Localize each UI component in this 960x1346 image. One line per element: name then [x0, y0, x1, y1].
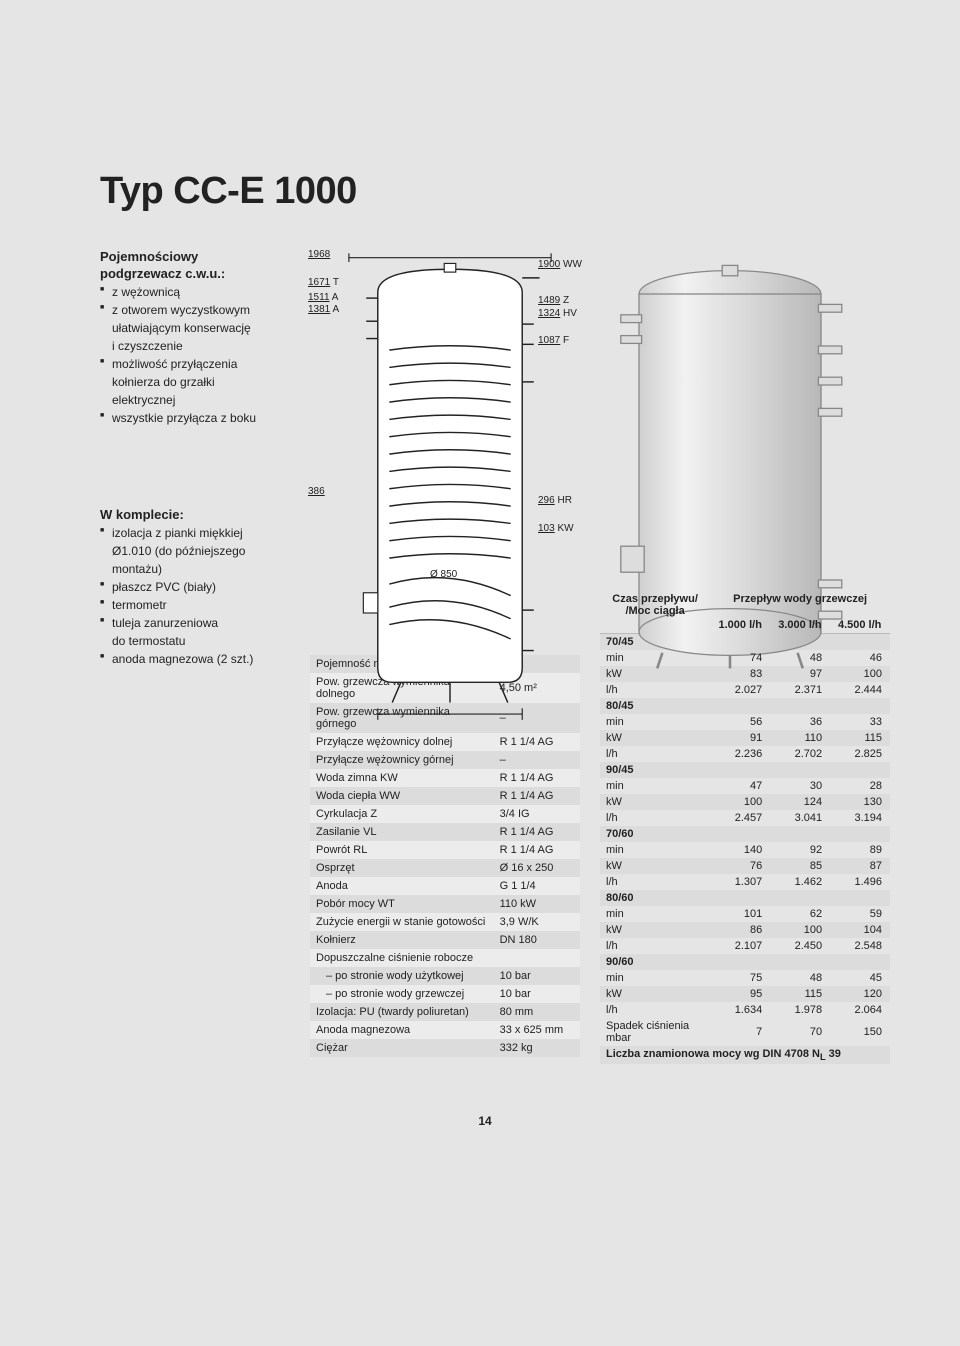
table-row: kW86100104 [600, 922, 890, 938]
table-row: l/h2.2362.7022.825 [600, 746, 890, 762]
table-row: kW768587 [600, 858, 890, 874]
table-row: Cyrkulacja Z 3/4 IG [310, 805, 580, 823]
diagram-label: 1324 HV [538, 308, 577, 319]
table-row: l/h2.1072.4502.548 [600, 938, 890, 954]
table-row: kW100124130 [600, 794, 890, 810]
list-item: z otworem wyczystkowym [100, 301, 290, 319]
diagram-label: 103 KW [538, 523, 574, 534]
table-row: AnodaG 1 1/4 [310, 877, 580, 895]
diagram-label: 1489 Z [538, 295, 569, 306]
list-item: anoda magnezowa (2 szt.) [100, 650, 290, 668]
intro-heading: Pojemnościowy podgrzewacz c.w.u.: [100, 249, 290, 281]
list-item: możliwość przyłączenia [100, 355, 290, 373]
table-row: min754845 [600, 970, 890, 986]
table-row: kW91110115 [600, 730, 890, 746]
table-row: 90/60 [600, 954, 890, 970]
list-item: płaszcz PVC (biały) [100, 578, 290, 596]
intro-bullet-list: z wężownicąz otworem wyczystkowymułatwia… [100, 283, 290, 427]
flow-table-heading: Czas przepływu//Moc ciągła Przepływ wody… [600, 589, 890, 619]
table-row: Dopuszczalne ciśnienie robocze [310, 949, 580, 967]
table-row: l/h1.6341.9782.064 [600, 1002, 890, 1018]
table-row: Ciężar332 kg [310, 1039, 580, 1057]
table-row: Anoda magnezowa33 x 625 mm [310, 1021, 580, 1039]
table-row: 70/60 [600, 826, 890, 842]
table-row: Woda zimna KWR 1 1/4 AG [310, 769, 580, 787]
product-render [600, 249, 890, 589]
table-row: Zasilanie VLR 1 1/4 AG [310, 823, 580, 841]
diagram-label: 386 [308, 486, 325, 497]
table-row: l/h2.0272.3712.444 [600, 682, 890, 698]
table-row: Izolacja: PU (twardy poliuretan)80 mm [310, 1003, 580, 1021]
diagram-label: Ø 850 [430, 569, 457, 580]
list-item: wszystkie przyłącza z boku [100, 409, 290, 427]
table-row: Spadek ciśnienia mbar770150 [600, 1018, 890, 1046]
kit-heading: W komplecie: [100, 507, 290, 522]
table-row: Woda ciepła WWR 1 1/4 AG [310, 787, 580, 805]
table-row: min1016259 [600, 906, 890, 922]
table-row: 80/60 [600, 890, 890, 906]
diagram-label: 1381 A [308, 304, 339, 315]
table-row: Przyłącze wężownicy dolnejR 1 1/4 AG [310, 733, 580, 751]
table-row: kW95115120 [600, 986, 890, 1002]
table-row: min1409289 [600, 842, 890, 858]
table-row: l/h2.4573.0413.194 [600, 810, 890, 826]
table-row: – po stronie wody grzewczej10 bar [310, 985, 580, 1003]
table-row: Pobór mocy WT110 kW [310, 895, 580, 913]
table-row: KołnierzDN 180 [310, 931, 580, 949]
table-row: Liczba znamionowa mocy wg DIN 4708 NL 39 [600, 1046, 890, 1064]
table-row: Powrót RLR 1 1/4 AG [310, 841, 580, 859]
technical-diagram: 1968 1671 T 1511 A1381 A 386 1900 WW 1489 Z… [310, 249, 580, 589]
table-row: OsprzętØ 16 x 250 [310, 859, 580, 877]
list-item: z wężownicą [100, 283, 290, 301]
page-title: Typ CC-E 1000 [100, 170, 870, 213]
diagram-label: 1511 A [308, 292, 338, 303]
list-item: termometr [100, 596, 290, 614]
list-item: izolacja z pianki miękkiej [100, 524, 290, 542]
diagram-label: 1671 T [308, 277, 339, 288]
table-row: Zużycie energii w stanie gotowości3,9 W/… [310, 913, 580, 931]
table-row: l/h1.3071.4621.496 [600, 874, 890, 890]
diagram-label: 1900 WW [538, 259, 582, 270]
table-row: 80/45 [600, 698, 890, 714]
table-row: Przyłącze wężownicy górnej– [310, 751, 580, 769]
flow-table: 70/45min744846kW8397100l/h2.0272.3712.44… [600, 634, 890, 1064]
table-row: – po stronie wody użytkowej10 bar [310, 967, 580, 985]
diagram-label: 296 HR [538, 495, 572, 506]
table-row: 90/45 [600, 762, 890, 778]
page-number: 14 [100, 1114, 870, 1128]
table-row: min473028 [600, 778, 890, 794]
diagram-label: 1968 [308, 249, 330, 260]
kit-bullet-list: izolacja z pianki miękkiejØ1.010 (do póź… [100, 524, 290, 668]
table-row: min563633 [600, 714, 890, 730]
diagram-label: 1087 F [538, 335, 569, 346]
list-item: tuleja zanurzeniowa [100, 614, 290, 632]
